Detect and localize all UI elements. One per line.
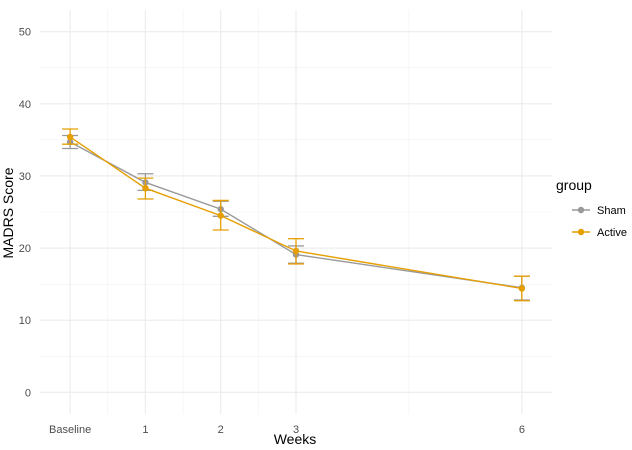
legend-item-active: Active [572,227,627,239]
legend-item-sham: Sham [572,205,626,217]
legend: group Sham Active [556,177,627,239]
legend-key-point [577,206,585,214]
legend-title: group [556,177,592,193]
data-point [142,184,149,192]
x-tick-label: 1 [142,424,148,436]
y-axis-ticks: 0 10 20 30 40 50 [19,27,31,400]
x-tick-label: 3 [293,424,299,436]
y-tick-label: 10 [19,315,31,327]
x-tick-label: 2 [218,424,224,436]
legend-label: Active [597,227,627,239]
legend-key-point [577,228,585,236]
series-layer [62,128,530,302]
y-tick-label: 50 [19,27,31,39]
y-tick-label: 20 [19,243,31,255]
series-active [62,128,530,302]
data-point [292,247,300,255]
x-tick-label: Baseline [49,424,91,436]
x-axis-ticks: Baseline 1 2 3 6 [49,424,525,436]
y-tick-label: 30 [19,171,31,183]
grid [40,10,552,414]
data-point [66,133,74,141]
y-tick-label: 0 [25,387,31,399]
x-axis-title: Weeks [274,431,317,447]
y-tick-label: 40 [19,99,31,111]
y-axis-title: MADRS Score [0,167,16,258]
legend-items: Sham Active [572,205,627,239]
legend-label: Sham [597,205,626,217]
x-tick-label: 6 [519,424,525,436]
data-point [518,285,526,292]
data-point [217,212,224,219]
